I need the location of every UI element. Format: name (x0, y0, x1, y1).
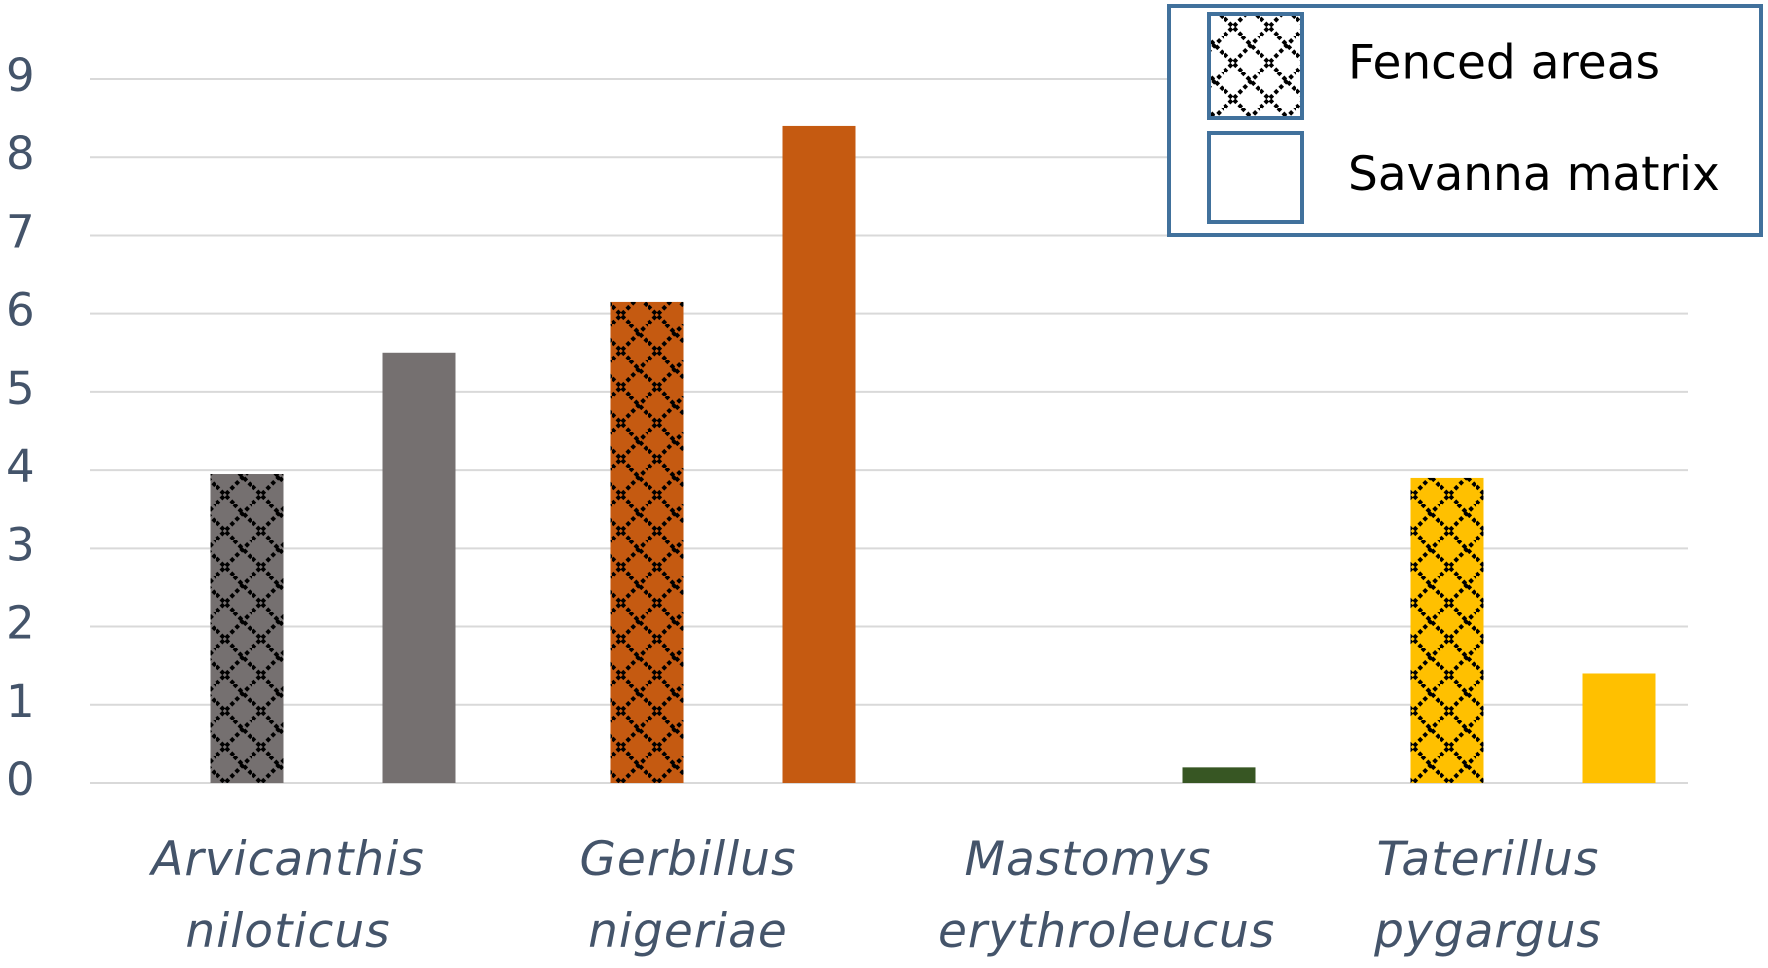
bar (1582, 673, 1656, 783)
y-tick-label: 4 (6, 440, 35, 493)
y-tick-label: 6 (6, 284, 35, 337)
legend-label: Fenced areas (1348, 36, 1660, 91)
x-tick-label: Gerbillus nigeriae (579, 832, 797, 959)
bar (382, 352, 456, 783)
x-tick-label: Arvicanthis niloticus (151, 832, 425, 959)
y-tick-label: 0 (6, 753, 35, 806)
y-tick-label: 5 (6, 362, 35, 415)
legend-swatch (1207, 131, 1304, 224)
y-tick-label: 7 (6, 205, 35, 258)
y-tick-label: 3 (6, 518, 35, 571)
bar (1410, 477, 1484, 783)
bar (610, 301, 684, 783)
x-tick-label: Taterillus pygargus (1374, 832, 1602, 959)
bar (782, 125, 856, 783)
legend-label: Savanna matrix (1348, 147, 1720, 202)
y-tick-label: 1 (6, 675, 35, 728)
bar (210, 474, 284, 783)
y-tick-label: 2 (6, 597, 35, 650)
y-tick-label: 8 (6, 127, 35, 180)
bar (1182, 767, 1256, 783)
x-tick-label: Mastomys erythroleucus (938, 832, 1276, 959)
legend-swatch (1207, 12, 1304, 120)
y-tick-label: 9 (6, 49, 35, 102)
